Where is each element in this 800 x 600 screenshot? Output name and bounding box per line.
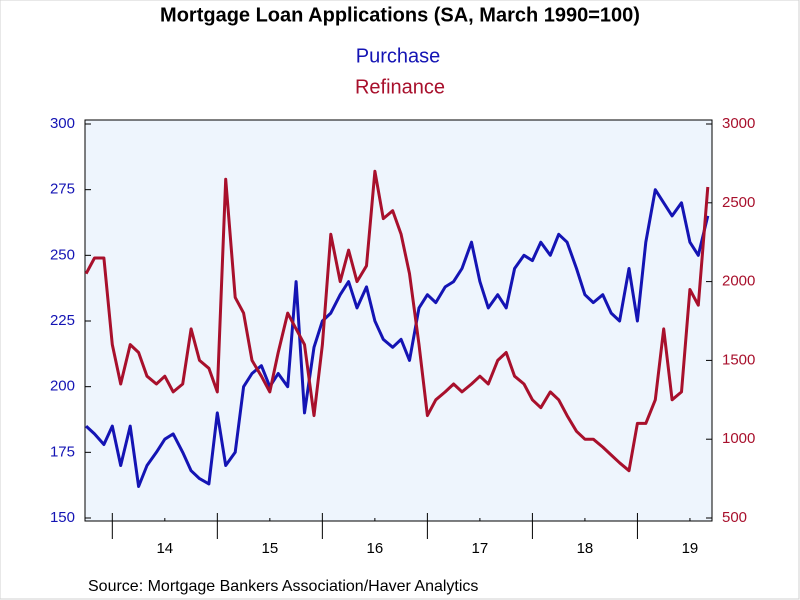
y-tick-label: 250 — [50, 246, 75, 263]
x-tick-label: 18 — [577, 540, 594, 557]
legend-refinance: Refinance — [355, 76, 445, 98]
x-tick-label: 19 — [682, 540, 699, 557]
plot-area — [84, 119, 713, 522]
series-line — [84, 169, 710, 473]
y2-tick-label: 2500 — [722, 194, 755, 211]
y-tick-label: 225 — [50, 312, 75, 329]
legend-purchase: Purchase — [356, 45, 441, 67]
y2-tick-label: 3000 — [722, 115, 755, 132]
series-line — [85, 188, 710, 488]
y-tick-label: 275 — [50, 181, 75, 198]
y-tick-label: 200 — [50, 378, 75, 395]
y2-tick-label: 500 — [722, 509, 747, 526]
y2-tick-label: 1000 — [722, 430, 755, 447]
source: Source: Mortgage Bankers Association/Hav… — [88, 578, 478, 595]
y2-tick-label: 2000 — [722, 273, 755, 290]
y-tick-label: 300 — [50, 115, 75, 132]
chart-title: Mortgage Loan Applications (SA, March 19… — [160, 4, 640, 26]
x-tick-label: 17 — [472, 540, 489, 557]
x-tick-label: 16 — [367, 540, 384, 557]
y-tick-label: 175 — [50, 443, 75, 460]
x-tick-label: 14 — [156, 540, 173, 557]
y2-tick-label: 1500 — [722, 351, 755, 368]
y-tick-label: 150 — [50, 509, 75, 526]
x-tick-label: 15 — [262, 540, 279, 557]
